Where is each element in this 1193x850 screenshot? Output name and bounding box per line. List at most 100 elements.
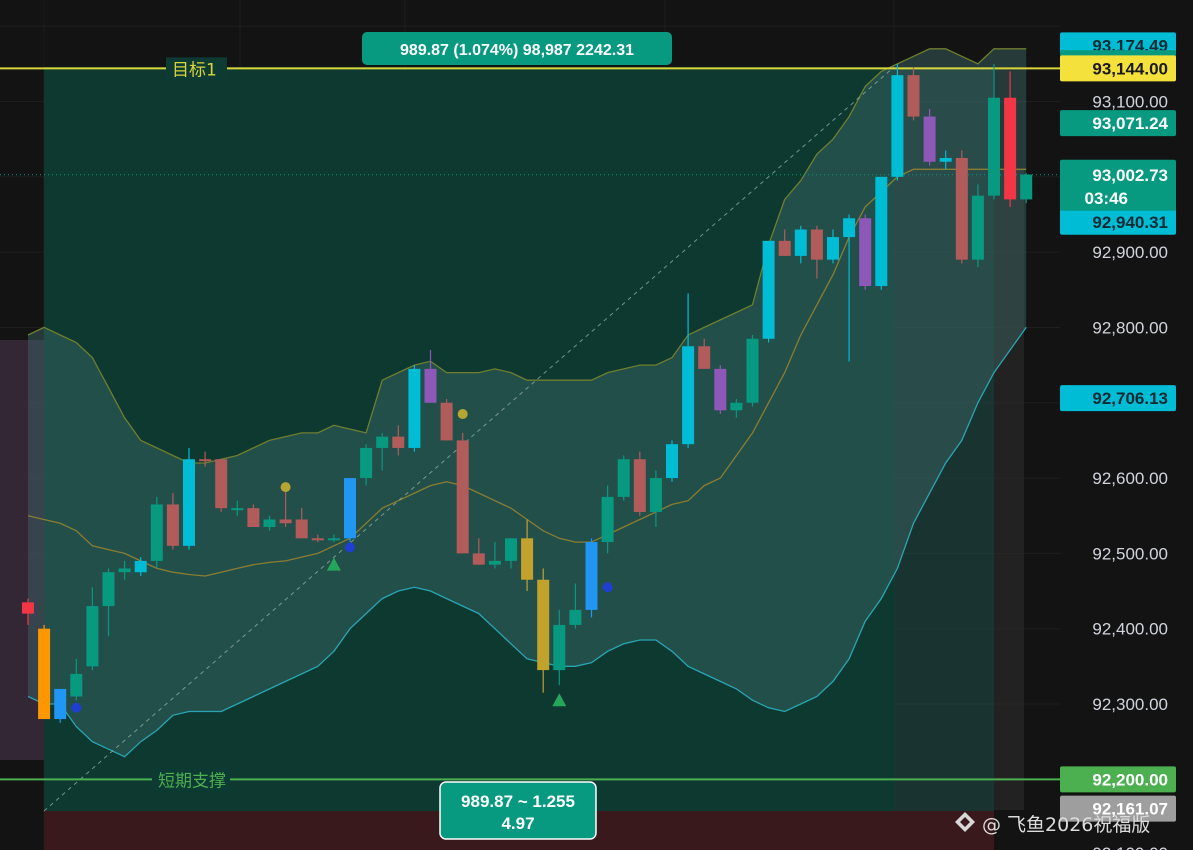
axis-tick: 92,900.00 bbox=[1092, 243, 1168, 262]
candle bbox=[376, 432, 389, 471]
candle-body bbox=[875, 176, 888, 287]
candle bbox=[955, 150, 968, 264]
candle-body bbox=[907, 75, 920, 117]
candle bbox=[505, 538, 517, 569]
candle-body bbox=[971, 195, 984, 260]
candle bbox=[553, 609, 566, 686]
candle bbox=[682, 293, 695, 448]
candle bbox=[666, 440, 678, 482]
candle-body bbox=[682, 346, 695, 445]
price-badge-bg bbox=[1060, 55, 1176, 82]
price-axis[interactable]: 93,100.00 92,900.00 92,800.00 92,600.00 92,5… bbox=[1060, 0, 1193, 850]
candle bbox=[279, 489, 292, 528]
candle bbox=[215, 459, 228, 512]
candle bbox=[810, 225, 823, 279]
candle-body bbox=[392, 436, 405, 448]
price-badges: 93,174.4993,150.9493,144.0093,071.2492,9… bbox=[1060, 32, 1176, 822]
candle bbox=[424, 350, 437, 403]
candle bbox=[1020, 173, 1033, 204]
candle bbox=[70, 658, 83, 701]
candle bbox=[1004, 71, 1017, 207]
candle bbox=[54, 688, 67, 723]
watermark: @ 飞鱼2026祝福版 bbox=[955, 812, 1150, 836]
candle-body bbox=[859, 218, 872, 287]
candle-body bbox=[344, 478, 356, 539]
signal-triangle bbox=[326, 557, 341, 571]
watermark-text: @ 飞鱼2026祝福版 bbox=[982, 814, 1150, 836]
candle bbox=[859, 214, 872, 290]
candle-body bbox=[102, 572, 115, 607]
measure-bottom-label-line2: 4.97 bbox=[501, 814, 534, 833]
candle-body bbox=[553, 624, 566, 671]
candle bbox=[199, 451, 212, 467]
candle-body bbox=[746, 338, 759, 403]
candle bbox=[327, 534, 340, 543]
candle-body bbox=[843, 218, 856, 238]
candle bbox=[843, 214, 856, 362]
axis-tick: 92,600.00 bbox=[1092, 469, 1168, 488]
candle-body bbox=[488, 560, 501, 565]
target-label-bg bbox=[166, 57, 227, 80]
candle bbox=[166, 493, 179, 550]
candle-body bbox=[231, 508, 244, 511]
candle bbox=[22, 598, 34, 625]
candle bbox=[86, 587, 99, 671]
candle-body bbox=[649, 478, 662, 512]
candle bbox=[601, 485, 614, 554]
candle-body bbox=[440, 402, 453, 441]
candle bbox=[746, 334, 759, 407]
signal-dot bbox=[345, 542, 355, 553]
candle-body bbox=[666, 444, 678, 479]
candle-body bbox=[537, 579, 550, 671]
axis-tick: 92,500.00 bbox=[1092, 544, 1168, 563]
measure-top-label-bg bbox=[362, 32, 672, 65]
candle-body bbox=[199, 459, 212, 462]
candle-body bbox=[424, 368, 437, 403]
measure-bottom-label-bg bbox=[439, 781, 597, 840]
candle bbox=[344, 478, 356, 543]
signal-dot bbox=[602, 582, 613, 593]
price-badge: 92,161.07 bbox=[1092, 800, 1168, 819]
candle-body bbox=[939, 157, 952, 162]
last-price-value: 93,002.73 bbox=[1092, 166, 1168, 185]
candle bbox=[891, 63, 904, 181]
candle bbox=[263, 515, 276, 531]
candle bbox=[134, 557, 147, 576]
candle bbox=[569, 583, 582, 629]
candle-body bbox=[1004, 97, 1017, 200]
candle-body bbox=[762, 240, 775, 339]
axis-background bbox=[1060, 0, 1193, 850]
candle-body bbox=[585, 542, 598, 610]
candle bbox=[971, 184, 984, 268]
candle-body bbox=[810, 229, 823, 260]
candle bbox=[456, 432, 469, 554]
price-badge-bg bbox=[1060, 766, 1176, 793]
candle-body bbox=[311, 538, 324, 541]
candle-body bbox=[601, 496, 614, 543]
diamond-logo-icon bbox=[955, 812, 975, 832]
candle bbox=[939, 150, 952, 170]
measure-region bbox=[44, 67, 894, 811]
candle-body bbox=[923, 116, 936, 162]
candle-body bbox=[295, 519, 308, 539]
candle-body bbox=[86, 606, 99, 667]
candle-body bbox=[327, 538, 340, 541]
candle bbox=[392, 425, 405, 456]
candle bbox=[778, 229, 791, 256]
candle-body bbox=[408, 368, 421, 448]
candle bbox=[923, 109, 936, 166]
support-label-bg bbox=[152, 768, 230, 791]
candle bbox=[247, 504, 260, 528]
candle bbox=[102, 568, 115, 637]
candle-body bbox=[376, 436, 389, 448]
candle bbox=[183, 447, 195, 550]
candle-body bbox=[279, 519, 292, 524]
candle-body bbox=[891, 75, 904, 177]
axis-tick: 93,100.00 bbox=[1092, 93, 1168, 112]
candle-body bbox=[521, 538, 534, 580]
last-price-badge-bg bbox=[1060, 159, 1176, 211]
horizontal-lines: 目标1 短期支撑 bbox=[0, 57, 1060, 791]
candle bbox=[295, 508, 308, 539]
candle-body bbox=[955, 157, 968, 260]
